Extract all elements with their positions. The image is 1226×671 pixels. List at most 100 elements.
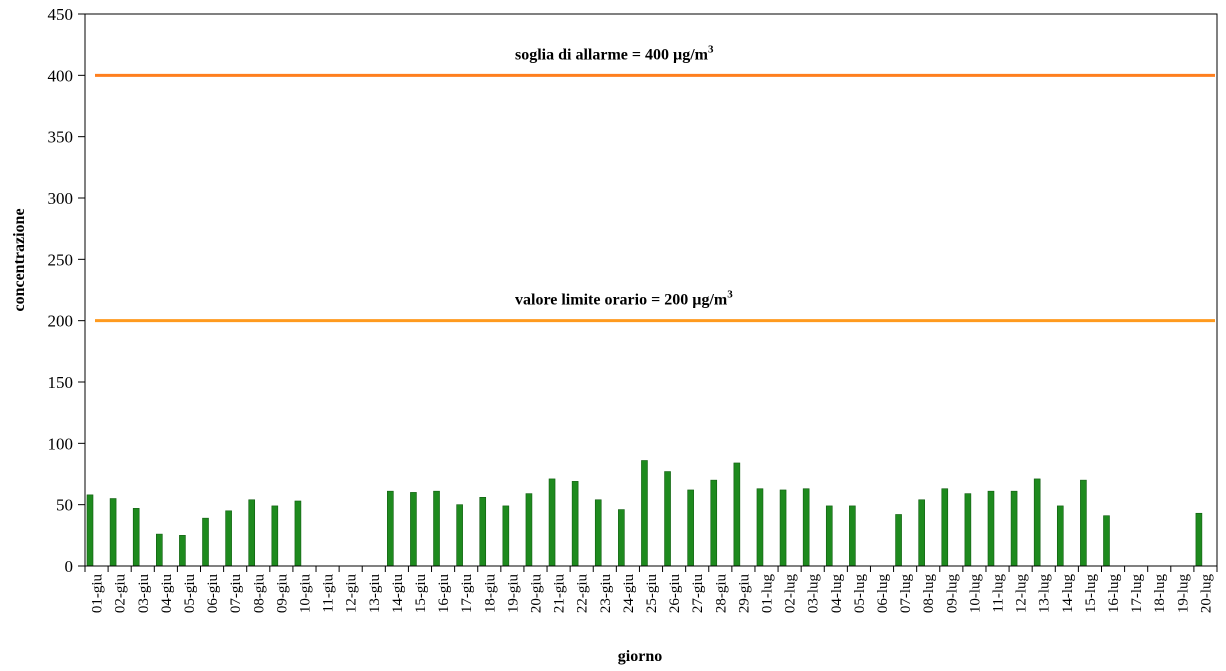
x-tick-label: 12-giu	[344, 574, 360, 614]
x-tick-label: 22-giu	[575, 574, 591, 614]
x-tick-label: 10-lug	[967, 574, 983, 614]
y-tick-label: 300	[48, 189, 74, 208]
x-tick-label: 04-giu	[159, 574, 175, 614]
x-tick-label: 20-lug	[1198, 574, 1214, 614]
reference-line-label-superscript: 3	[727, 289, 733, 301]
x-tick-label: 21-giu	[552, 574, 568, 614]
x-tick-label: 16-lug	[1106, 574, 1122, 614]
x-tick-label: 11-giu	[321, 574, 337, 613]
bar	[525, 493, 533, 567]
bar	[756, 488, 764, 567]
y-tick-label: 50	[56, 496, 73, 515]
bar	[1033, 478, 1041, 567]
x-tick-label: 27-giu	[690, 574, 706, 614]
x-tick-label: 13-lug	[1037, 574, 1053, 614]
x-tick-label: 08-lug	[921, 574, 937, 614]
x-tick-label: 08-giu	[251, 574, 267, 614]
bar	[271, 505, 279, 567]
y-tick-label: 150	[48, 373, 74, 392]
reference-line-label-main: soglia di allarme = 400 µg/m	[515, 46, 709, 63]
bar	[548, 478, 556, 567]
x-tick-label: 03-giu	[136, 574, 152, 614]
bar	[779, 489, 787, 567]
reference-line-label-superscript: 3	[708, 43, 714, 55]
x-tick-label: 04-lug	[829, 574, 845, 614]
x-tick-label: 20-giu	[528, 574, 544, 614]
x-tick-label: 13-giu	[367, 574, 383, 614]
y-tick-label: 400	[48, 66, 74, 85]
bar	[710, 479, 718, 567]
bar	[294, 500, 302, 567]
x-tick-label: 15-lug	[1083, 574, 1099, 614]
bar	[202, 517, 209, 567]
x-tick-label: 10-giu	[297, 574, 313, 614]
bar	[1056, 505, 1064, 567]
x-tick-label: 02-giu	[113, 574, 129, 614]
bar	[1195, 512, 1203, 567]
bar	[156, 533, 163, 567]
bar	[687, 489, 694, 567]
bar	[733, 462, 741, 567]
x-tick-label: 18-lug	[1152, 574, 1168, 614]
x-tick-label: 09-lug	[944, 574, 960, 614]
bar	[618, 509, 625, 567]
bar	[109, 498, 117, 567]
bar	[225, 510, 232, 567]
x-tick-label: 01-giu	[90, 574, 106, 614]
reference-line-label-main: valore limite orario = 200 µg/m	[515, 292, 728, 309]
axes	[78, 13, 1218, 572]
x-tick-label: 05-giu	[182, 574, 198, 614]
x-axis-title: giorno	[618, 648, 662, 665]
x-tick-label: 28-giu	[713, 574, 729, 614]
x-tick-label: 14-giu	[390, 574, 406, 614]
bar	[433, 490, 440, 567]
reference-line-label: soglia di allarme = 400 µg/m3	[515, 43, 714, 63]
x-tick-label: 06-giu	[205, 574, 221, 614]
x-tick-label: 24-giu	[621, 574, 637, 614]
bar	[964, 493, 972, 567]
y-tick-label: 100	[48, 434, 74, 453]
bar	[410, 492, 417, 567]
y-tick-label: 350	[48, 128, 74, 147]
x-tick-label: 26-giu	[667, 574, 683, 614]
bar	[1010, 490, 1018, 567]
plot-frame	[84, 13, 1218, 567]
bars	[86, 460, 1203, 567]
bar	[802, 488, 810, 567]
bar	[86, 494, 94, 567]
x-tick-label: 15-giu	[413, 574, 429, 614]
x-tick-labels: 01-giu 02-giu 03-giu 04-giu 05-giu 06-giu 07-g…	[90, 574, 1215, 614]
x-tick-label: 25-giu	[644, 574, 660, 614]
bar	[479, 497, 487, 567]
bar	[179, 535, 186, 567]
bar	[1080, 479, 1087, 567]
x-tick-label: 02-lug	[783, 574, 799, 614]
x-tick-label: 17-lug	[1129, 574, 1145, 614]
y-tick-labels: 0 50 100 150 200 250 300 350 400 450	[48, 5, 74, 576]
bar	[571, 481, 579, 567]
bar	[387, 490, 394, 567]
bar	[132, 508, 140, 567]
bar	[987, 490, 995, 567]
bar	[895, 514, 902, 567]
bar	[248, 499, 256, 567]
bar	[502, 505, 510, 567]
x-tick-label: 11-lug	[991, 574, 1007, 613]
x-tick-label: 17-giu	[459, 574, 475, 614]
x-tick-label: 03-lug	[806, 574, 822, 614]
bar	[456, 504, 463, 567]
bar	[664, 471, 671, 567]
x-tick-label: 19-giu	[505, 574, 521, 614]
x-tick-label: 01-lug	[760, 574, 776, 614]
bar	[825, 505, 833, 567]
bar	[1103, 515, 1110, 567]
bar	[849, 505, 856, 567]
y-tick-label: 0	[65, 557, 74, 576]
x-tick-label: 19-lug	[1175, 574, 1191, 614]
y-axis-title: concentrazione	[11, 208, 28, 311]
y-tick-label: 200	[48, 312, 74, 331]
x-tick-label: 23-giu	[598, 574, 614, 614]
